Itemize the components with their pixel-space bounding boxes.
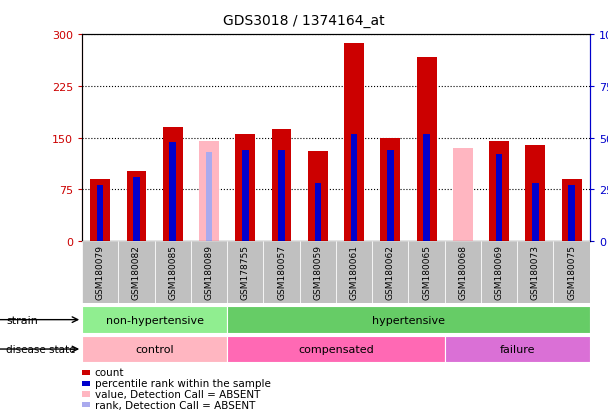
Bar — [344, 44, 364, 242]
Bar — [532, 184, 539, 242]
Text: GSM180068: GSM180068 — [458, 244, 468, 299]
Text: GSM178755: GSM178755 — [241, 244, 250, 299]
Text: GSM180075: GSM180075 — [567, 244, 576, 299]
Bar — [119, 242, 154, 304]
Text: GSM180061: GSM180061 — [350, 244, 359, 299]
Bar — [191, 242, 227, 304]
Bar — [308, 152, 328, 242]
Bar — [562, 180, 582, 242]
Bar — [163, 128, 183, 242]
Bar — [496, 155, 502, 242]
Bar — [444, 242, 481, 304]
Text: compensated: compensated — [298, 344, 374, 354]
Text: GSM180079: GSM180079 — [95, 244, 105, 299]
Bar — [444, 336, 590, 363]
Bar — [227, 242, 263, 304]
Text: failure: failure — [500, 344, 535, 354]
Bar — [416, 58, 437, 242]
Bar — [227, 336, 444, 363]
Text: GSM180073: GSM180073 — [531, 244, 540, 299]
Bar — [453, 149, 473, 242]
Text: disease state: disease state — [6, 344, 75, 354]
Text: GSM180065: GSM180065 — [422, 244, 431, 299]
Bar — [227, 306, 590, 333]
Bar — [481, 242, 517, 304]
Bar — [97, 186, 103, 242]
Text: rank, Detection Call = ABSENT: rank, Detection Call = ABSENT — [95, 400, 255, 410]
Bar — [314, 184, 321, 242]
Bar — [272, 130, 291, 242]
Bar — [82, 242, 119, 304]
Bar — [206, 153, 212, 242]
Bar — [553, 242, 590, 304]
Bar — [336, 242, 372, 304]
Bar — [82, 336, 227, 363]
Bar — [300, 242, 336, 304]
Text: control: control — [136, 344, 174, 354]
Bar — [409, 242, 444, 304]
Bar — [170, 142, 176, 242]
Text: hypertensive: hypertensive — [372, 315, 445, 325]
Text: GSM180062: GSM180062 — [386, 244, 395, 299]
Bar — [242, 151, 249, 242]
Bar — [133, 178, 140, 242]
Text: GSM180089: GSM180089 — [204, 244, 213, 299]
Bar — [235, 135, 255, 242]
Bar — [489, 142, 509, 242]
Bar — [278, 151, 285, 242]
Bar — [525, 145, 545, 242]
Bar — [154, 242, 191, 304]
Text: strain: strain — [6, 315, 38, 325]
Bar — [90, 180, 110, 242]
Bar — [568, 186, 575, 242]
Text: non-hypertensive: non-hypertensive — [106, 315, 204, 325]
Text: GSM180085: GSM180085 — [168, 244, 178, 299]
Bar — [263, 242, 300, 304]
Text: count: count — [95, 368, 125, 377]
Text: value, Detection Call = ABSENT: value, Detection Call = ABSENT — [95, 389, 260, 399]
Text: GSM180057: GSM180057 — [277, 244, 286, 299]
Bar — [126, 171, 147, 242]
Text: GSM180059: GSM180059 — [313, 244, 322, 299]
Bar — [82, 306, 227, 333]
Text: GDS3018 / 1374164_at: GDS3018 / 1374164_at — [223, 14, 385, 28]
Text: GSM180082: GSM180082 — [132, 244, 141, 299]
Bar — [423, 134, 430, 242]
Text: GSM180069: GSM180069 — [494, 244, 503, 299]
Bar — [517, 242, 553, 304]
Bar — [351, 134, 358, 242]
Bar — [387, 151, 393, 242]
Bar — [372, 242, 409, 304]
Text: percentile rank within the sample: percentile rank within the sample — [95, 378, 271, 388]
Bar — [381, 138, 400, 242]
Bar — [199, 142, 219, 242]
